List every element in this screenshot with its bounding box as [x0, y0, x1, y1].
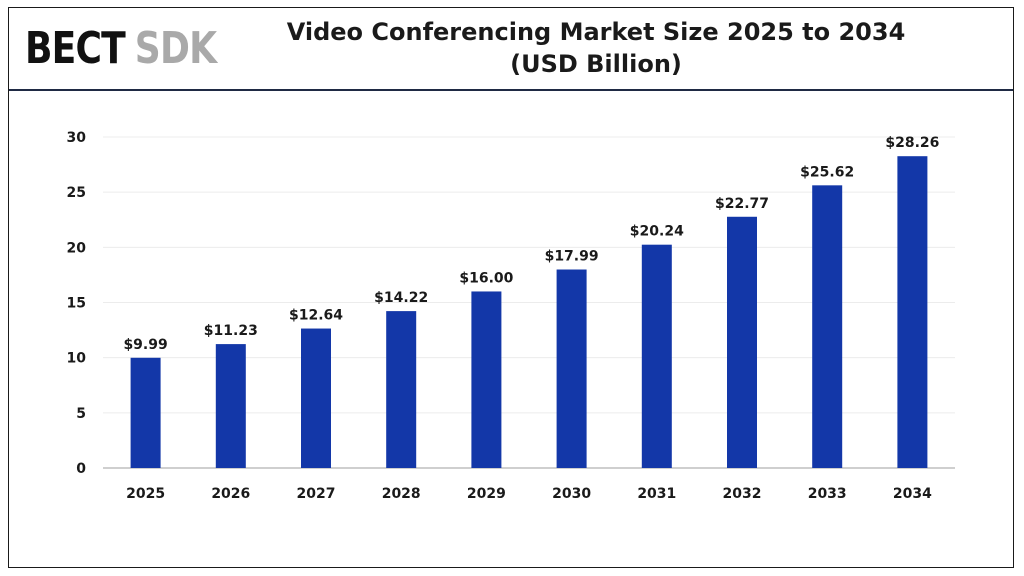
bar: [471, 291, 502, 468]
bar: [130, 357, 161, 468]
data-label: $25.62: [800, 164, 854, 180]
bar: [897, 156, 928, 468]
y-tick-label: 5: [76, 406, 86, 422]
logo-word-sdk: SDK: [134, 22, 217, 74]
bar: [641, 244, 672, 468]
y-tick-label: 10: [67, 351, 87, 367]
chart-subtitle: (USD Billion): [510, 50, 682, 78]
x-tick-label: 2027: [297, 486, 336, 502]
chart-frame: BECT SDK Video Conferencing Market Size …: [8, 7, 1014, 568]
data-label: $14.22: [374, 290, 428, 306]
brand-logo: BECT SDK: [25, 22, 217, 74]
chart-title-block: Video Conferencing Market Size 2025 to 2…: [189, 16, 1003, 80]
x-tick-label: 2030: [552, 486, 591, 502]
bar: [812, 185, 843, 469]
bar: [556, 269, 587, 468]
data-label: $20.24: [630, 224, 684, 240]
logo-word-bect: BECT: [25, 22, 126, 74]
x-tick-label: 2028: [382, 486, 421, 502]
y-tick-label: 0: [76, 461, 86, 477]
x-tick-label: 2025: [126, 486, 165, 502]
data-label: $16.00: [459, 270, 513, 286]
y-tick-label: 25: [67, 185, 86, 201]
header: BECT SDK Video Conferencing Market Size …: [9, 8, 1013, 91]
bar: [727, 216, 757, 468]
data-label: $28.26: [885, 135, 939, 151]
bar: [215, 344, 246, 468]
x-tick-label: 2032: [723, 486, 762, 502]
data-label: $11.23: [204, 323, 258, 339]
x-tick-label: 2031: [637, 486, 676, 502]
bar: [386, 311, 417, 468]
data-label: $17.99: [545, 249, 599, 265]
y-tick-label: 15: [67, 296, 86, 312]
data-label: $12.64: [289, 308, 343, 324]
x-tick-label: 2026: [211, 486, 250, 502]
chart-title: Video Conferencing Market Size 2025 to 2…: [286, 18, 906, 46]
bar: [301, 328, 331, 468]
y-tick-label: 20: [67, 240, 87, 256]
x-tick-label: 2029: [467, 486, 506, 502]
x-tick-label: 2033: [808, 486, 847, 502]
y-tick-label: 30: [67, 130, 87, 146]
data-label: $22.77: [715, 196, 769, 212]
x-tick-label: 2034: [893, 486, 932, 502]
data-label: $9.99: [123, 337, 167, 353]
